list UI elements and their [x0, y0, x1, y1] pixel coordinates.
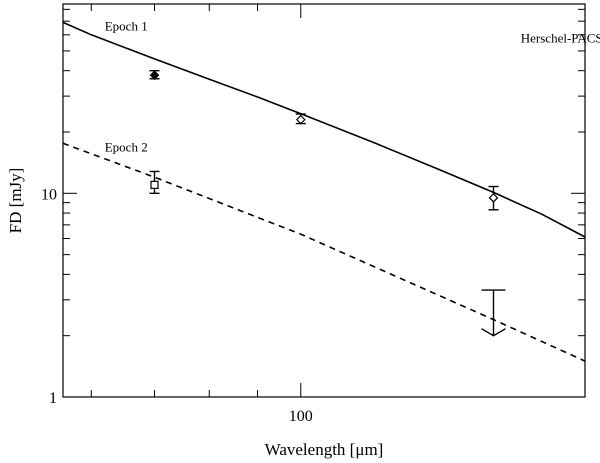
chart-annotation: Epoch 1 [105, 18, 148, 33]
y-axis-label: FD [mJy] [6, 168, 25, 234]
y-tick-label: 1 [49, 390, 57, 407]
series-line-1 [62, 21, 586, 238]
data-point [149, 70, 160, 81]
chart-annotation: Epoch 2 [105, 140, 148, 155]
y-tick-label: 10 [41, 186, 57, 203]
data-point [295, 114, 306, 125]
plot-area: Herschel-PACS Epoch 1 Epoch 2 [62, 18, 600, 362]
series-line-2 [62, 142, 586, 362]
data-point [150, 180, 159, 189]
axis-ticks: 1 10 100 [41, 4, 586, 425]
x-axis-label: Wavelength [μm] [265, 440, 384, 459]
x-tick-label: 100 [289, 408, 313, 425]
data-point [488, 193, 499, 203]
plot-frame [62, 3, 586, 398]
upper-limit-arrow [481, 328, 506, 337]
chart-annotation: Herschel-PACS [521, 31, 600, 46]
